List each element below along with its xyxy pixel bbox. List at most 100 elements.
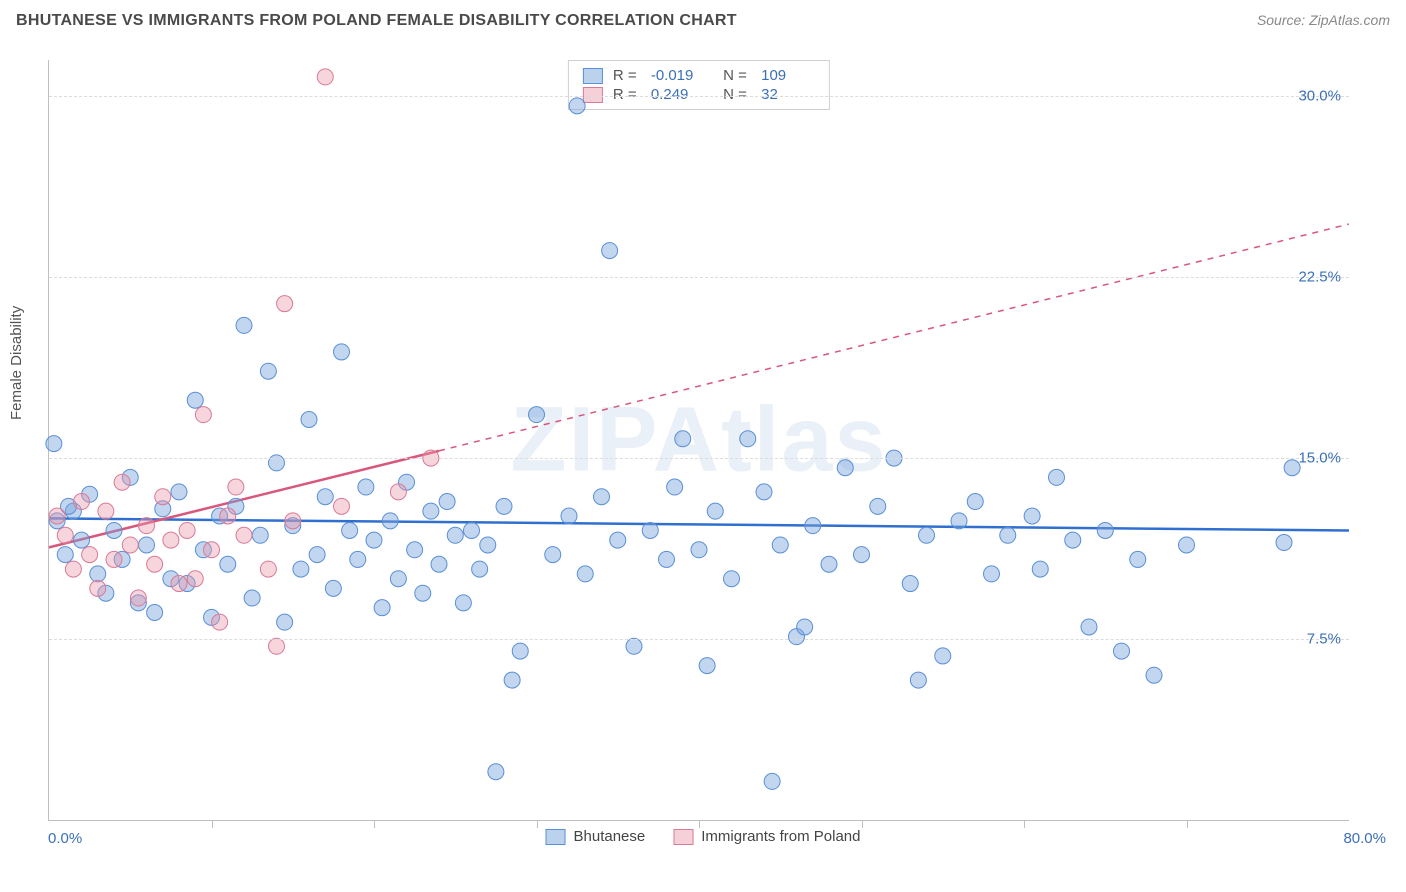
- point-blue: [277, 614, 293, 630]
- point-blue: [1276, 535, 1292, 551]
- plot-area: ZIPAtlas R = -0.019 N = 109 R = 0.249 N …: [48, 60, 1349, 821]
- legend-label-pink: Immigrants from Poland: [701, 828, 860, 845]
- point-blue: [334, 344, 350, 360]
- point-blue: [561, 508, 577, 524]
- point-blue: [147, 605, 163, 621]
- point-blue: [1146, 667, 1162, 683]
- point-blue: [707, 503, 723, 519]
- point-pink: [130, 590, 146, 606]
- point-blue: [699, 658, 715, 674]
- point-blue: [358, 479, 374, 495]
- point-pink: [260, 561, 276, 577]
- point-pink: [236, 527, 252, 543]
- point-blue: [756, 484, 772, 500]
- point-blue: [910, 672, 926, 688]
- point-pink: [139, 518, 155, 534]
- point-blue: [342, 522, 358, 538]
- point-blue: [309, 547, 325, 563]
- point-blue: [529, 407, 545, 423]
- point-pink: [195, 407, 211, 423]
- point-blue: [431, 556, 447, 572]
- x-axis-start-label: 0.0%: [48, 830, 82, 847]
- point-blue: [415, 585, 431, 601]
- point-blue: [455, 595, 471, 611]
- x-tick: [1024, 820, 1025, 828]
- point-blue: [472, 561, 488, 577]
- legend-item-pink: Immigrants from Poland: [673, 828, 860, 845]
- point-blue: [951, 513, 967, 529]
- legend-label-blue: Bhutanese: [574, 828, 646, 845]
- point-pink: [82, 547, 98, 563]
- point-blue: [496, 498, 512, 514]
- point-blue: [642, 522, 658, 538]
- point-pink: [122, 537, 138, 553]
- point-blue: [407, 542, 423, 558]
- point-blue: [106, 522, 122, 538]
- point-blue: [447, 527, 463, 543]
- point-pink: [57, 527, 73, 543]
- point-pink: [114, 474, 130, 490]
- point-blue: [260, 363, 276, 379]
- point-blue: [577, 566, 593, 582]
- point-blue: [244, 590, 260, 606]
- point-blue: [90, 566, 106, 582]
- point-blue: [805, 518, 821, 534]
- point-pink: [220, 508, 236, 524]
- point-blue: [837, 460, 853, 476]
- point-blue: [366, 532, 382, 548]
- point-blue: [512, 643, 528, 659]
- point-blue: [870, 498, 886, 514]
- point-pink: [49, 508, 65, 524]
- y-tick-label: 15.0%: [1298, 450, 1341, 467]
- point-blue: [1000, 527, 1016, 543]
- swatch-blue-icon: [546, 829, 566, 845]
- point-blue: [464, 522, 480, 538]
- point-blue: [740, 431, 756, 447]
- x-tick: [1187, 820, 1188, 828]
- chart-title: BHUTANESE VS IMMIGRANTS FROM POLAND FEMA…: [16, 12, 737, 29]
- point-blue: [594, 489, 610, 505]
- point-blue: [602, 243, 618, 259]
- point-pink: [179, 522, 195, 538]
- x-tick: [537, 820, 538, 828]
- point-blue: [1097, 522, 1113, 538]
- point-pink: [171, 576, 187, 592]
- point-pink: [147, 556, 163, 572]
- point-blue: [797, 619, 813, 635]
- point-blue: [139, 537, 155, 553]
- source-label: Source: ZipAtlas.com: [1257, 12, 1390, 28]
- y-axis-label: Female Disability: [8, 306, 25, 420]
- point-blue: [984, 566, 1000, 582]
- gridline-h: [49, 458, 1349, 459]
- point-pink: [65, 561, 81, 577]
- point-blue: [821, 556, 837, 572]
- point-blue: [1024, 508, 1040, 524]
- point-blue: [187, 392, 203, 408]
- point-blue: [935, 648, 951, 664]
- point-blue: [382, 513, 398, 529]
- point-blue: [610, 532, 626, 548]
- point-blue: [325, 580, 341, 596]
- point-blue: [1179, 537, 1195, 553]
- point-blue: [504, 672, 520, 688]
- point-blue: [1065, 532, 1081, 548]
- gridline-h: [49, 277, 1349, 278]
- point-blue: [350, 551, 366, 567]
- point-blue: [724, 571, 740, 587]
- x-tick: [212, 820, 213, 828]
- y-tick-label: 7.5%: [1307, 631, 1341, 648]
- point-pink: [285, 513, 301, 529]
- legend-item-blue: Bhutanese: [546, 828, 646, 845]
- point-pink: [155, 489, 171, 505]
- point-blue: [293, 561, 309, 577]
- point-pink: [90, 580, 106, 596]
- y-tick-label: 30.0%: [1298, 88, 1341, 105]
- trend-line-pink-dashed: [439, 224, 1349, 451]
- point-blue: [919, 527, 935, 543]
- point-blue: [1049, 469, 1065, 485]
- point-blue: [772, 537, 788, 553]
- x-tick: [699, 820, 700, 828]
- point-blue: [236, 317, 252, 333]
- point-blue: [57, 547, 73, 563]
- point-pink: [317, 69, 333, 85]
